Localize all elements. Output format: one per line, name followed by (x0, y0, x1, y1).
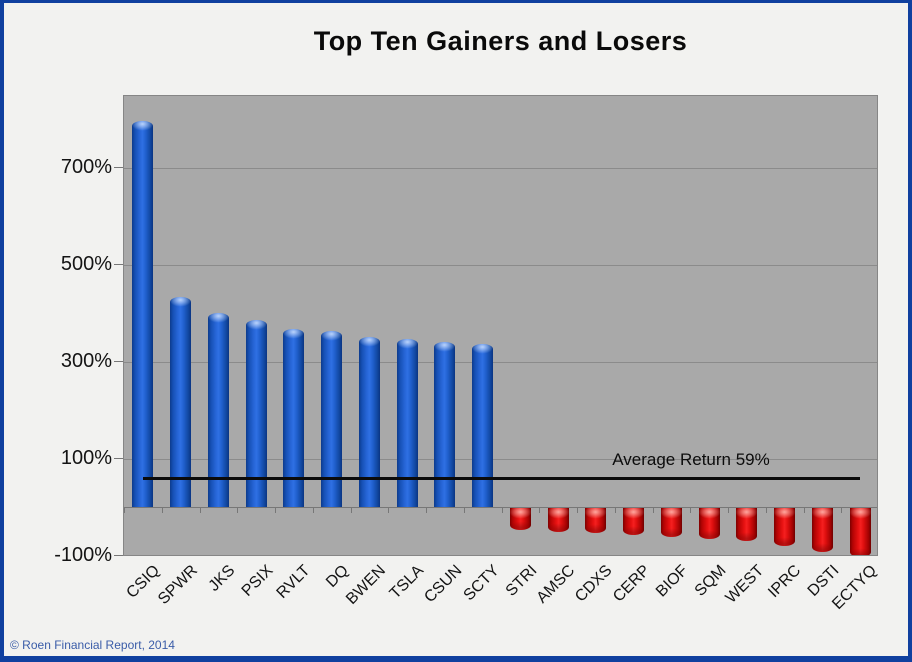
y-axis-tick (114, 457, 123, 459)
y-axis-tick (114, 263, 123, 265)
x-axis-tick (803, 508, 805, 513)
x-category-label-BWEN: BWEN (343, 562, 390, 608)
bar-BWEN (358, 336, 380, 507)
x-axis-tick (124, 508, 125, 513)
x-axis-line (124, 507, 877, 508)
bar-JKS (207, 313, 229, 507)
average-line-label: Average Return 59% (612, 450, 770, 470)
y-tick-label: 100% (60, 446, 112, 469)
x-axis-tick (312, 508, 314, 513)
y-axis-tick (114, 554, 123, 556)
x-category-label-CSUN: CSUN (420, 562, 465, 607)
bar-SPWR (170, 297, 192, 507)
x-axis-tick (728, 508, 729, 513)
chart-title: Top Ten Gainers and Losers (313, 26, 688, 56)
x-axis-tick (463, 508, 465, 513)
gridline-500 (124, 264, 877, 266)
x-axis-tick (501, 508, 503, 513)
x-category-label-TSLA: TSLA (386, 562, 428, 603)
x-category-label-PSIX: PSIX (238, 562, 277, 600)
bar-CERP (623, 508, 645, 536)
gridline-700 (124, 167, 877, 169)
gridline--100 (124, 556, 877, 557)
bar-SQM (698, 508, 720, 539)
bar-ECTYQ (849, 508, 871, 555)
x-category-label-WEST: WEST (722, 562, 767, 607)
gridline-100 (124, 458, 877, 460)
x-category-label-JKS: JKS (205, 562, 239, 595)
bar-CSIQ (132, 121, 154, 507)
bar-DQ (321, 330, 343, 507)
bar-AMSC (547, 508, 569, 532)
x-axis-tick (614, 508, 616, 513)
x-axis-tick (652, 508, 654, 513)
x-axis-tick (199, 508, 201, 513)
x-category-label-IPRC: IPRC (765, 562, 805, 602)
x-category-label-CDXS: CDXS (572, 562, 616, 606)
x-axis-tick (577, 508, 578, 513)
bar-PSIX (245, 319, 267, 507)
bar-CSUN (434, 341, 456, 507)
x-axis-tick (388, 508, 390, 513)
gridline-300 (124, 361, 877, 363)
bar-CDXS (585, 508, 607, 534)
x-category-label-AMSC: AMSC (533, 562, 579, 607)
bar-TSLA (396, 339, 418, 507)
x-axis-tick (539, 508, 541, 513)
x-axis-tick (765, 508, 767, 513)
bar-SCTY (472, 343, 494, 507)
bar-BIOF (660, 508, 682, 538)
x-category-label-BIOF: BIOF (653, 562, 692, 601)
x-category-label-CERP: CERP (610, 562, 654, 606)
x-axis-tick (161, 508, 163, 513)
x-axis-tick (350, 508, 352, 513)
x-category-label-SPWR: SPWR (154, 562, 201, 608)
bar-IPRC (774, 508, 796, 547)
y-tick-label: 300% (60, 349, 112, 372)
plot-area: Average Return 59% (123, 95, 878, 556)
y-axis-tick (114, 360, 123, 362)
y-tick-label: 500% (60, 252, 112, 275)
bar-STRI (509, 508, 531, 530)
x-axis-tick (841, 508, 843, 513)
x-axis-tick (237, 508, 239, 513)
y-tick-label: 700% (60, 155, 112, 178)
y-axis-tick (114, 166, 123, 168)
bar-DSTI (811, 508, 833, 553)
x-axis-tick (275, 508, 276, 513)
x-axis-tick (426, 508, 427, 513)
bar-WEST (736, 508, 758, 541)
footer-credit: © Roen Financial Report, 2014 (10, 638, 175, 652)
x-category-label-RVLT: RVLT (274, 562, 314, 602)
bar-RVLT (283, 329, 305, 507)
x-axis-tick (690, 508, 692, 513)
x-category-label-DQ: DQ (322, 562, 352, 591)
y-tick-label: -100% (54, 543, 112, 566)
x-category-label-SCTY: SCTY (460, 562, 503, 605)
average-line (142, 477, 861, 481)
